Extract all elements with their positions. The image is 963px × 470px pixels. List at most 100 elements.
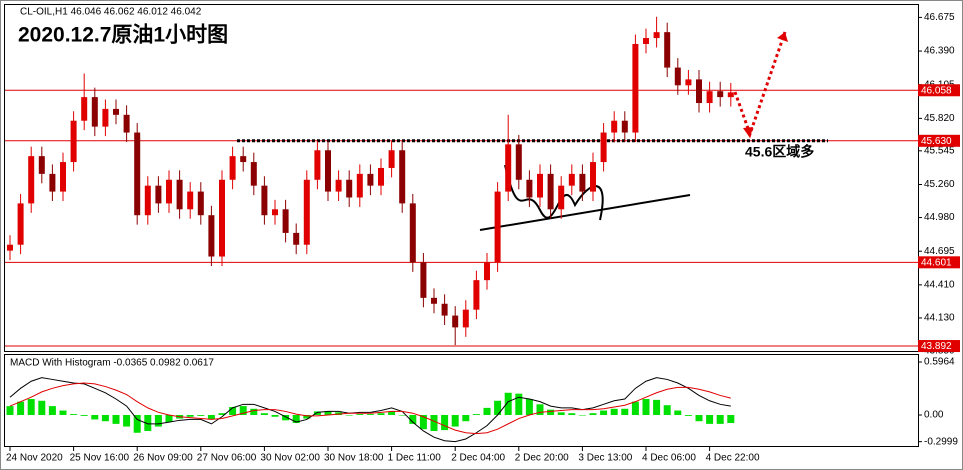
histogram-bar xyxy=(525,398,533,415)
candle-body xyxy=(7,244,13,251)
candle-body xyxy=(388,150,395,168)
histogram-bar xyxy=(419,414,427,430)
candle-body xyxy=(505,144,512,192)
histogram-bar xyxy=(716,414,724,424)
histogram-bar xyxy=(271,414,279,417)
histogram-bar xyxy=(250,408,258,415)
histogram-bar xyxy=(366,414,374,415)
arrow-head xyxy=(777,32,788,42)
x-tick-label: 2 Dec 20:00 xyxy=(515,453,569,464)
arrow-head xyxy=(743,127,753,138)
histogram-bar xyxy=(345,414,353,416)
histogram-bar xyxy=(303,414,311,419)
candle-body xyxy=(28,156,35,204)
histogram-bar xyxy=(218,413,226,415)
price-box-label: 45.630 xyxy=(921,136,952,147)
histogram-bar xyxy=(165,414,173,423)
candle-body xyxy=(537,173,543,198)
histogram-bar xyxy=(6,406,14,415)
candle-body xyxy=(452,315,459,328)
histogram-bar xyxy=(292,414,300,423)
candle-body xyxy=(526,179,533,198)
candle-body xyxy=(653,32,660,39)
candle-body xyxy=(367,173,374,186)
candle-body xyxy=(441,303,448,316)
candle-body xyxy=(431,297,437,304)
candle-body xyxy=(685,79,692,86)
price-box-label: 43.892 xyxy=(921,341,952,352)
y-tick-label: 44.980 xyxy=(924,212,955,223)
histogram-bar xyxy=(282,414,290,421)
candle-body xyxy=(38,156,45,174)
histogram-bar xyxy=(186,414,194,417)
candle-body xyxy=(473,280,480,310)
candle-body xyxy=(568,173,575,186)
candle-body xyxy=(727,92,734,98)
histogram-bar xyxy=(377,413,385,415)
price-box-label: 46.058 xyxy=(921,85,952,96)
price-box xyxy=(918,134,960,147)
candle-body xyxy=(303,179,310,245)
candle-body xyxy=(208,215,215,257)
y-tick-label: 46.390 xyxy=(924,46,955,57)
candle-body xyxy=(261,185,268,216)
histogram-bar xyxy=(229,406,237,415)
candle-body xyxy=(717,91,724,98)
histogram-bar xyxy=(38,400,46,415)
histogram-bar xyxy=(462,414,470,422)
histogram-bar xyxy=(451,414,459,427)
price-box xyxy=(918,84,960,97)
y-tick-label: 44.130 xyxy=(924,313,955,324)
x-tick-label: 3 Dec 13:00 xyxy=(578,453,632,464)
histogram-bar xyxy=(547,409,555,415)
candle-body xyxy=(70,120,77,163)
candle-body xyxy=(240,156,247,163)
histogram-bar xyxy=(356,414,364,415)
macd-line xyxy=(9,377,731,443)
y-tick-label: 0.00 xyxy=(924,410,944,421)
y-tick-label: 44.695 xyxy=(924,246,955,257)
histogram-bar xyxy=(133,414,141,433)
y-tick-label: 0.5964 xyxy=(924,357,955,368)
candle-body xyxy=(81,97,88,121)
candle-body xyxy=(134,132,141,216)
candle-body xyxy=(346,179,353,198)
header: CL-OIL,H1 46.046 46.062 46.012 46.042 xyxy=(20,7,202,18)
candle-body xyxy=(621,120,628,133)
y-tick-label: 46.675 xyxy=(924,12,955,23)
x-tick-label: 30 Nov 18:00 xyxy=(324,453,384,464)
x-tick-label: 27 Nov 06:00 xyxy=(197,453,257,464)
candle-body xyxy=(356,173,363,198)
histogram-bar xyxy=(123,414,131,427)
histogram-bar xyxy=(144,414,152,431)
candle-body xyxy=(272,209,278,216)
candle-body xyxy=(250,162,257,186)
histogram-bar xyxy=(324,411,332,415)
histogram-bar xyxy=(610,408,618,415)
histogram-bar xyxy=(239,406,247,415)
candle-body xyxy=(197,191,204,216)
candle-body xyxy=(378,167,384,186)
candle-body xyxy=(409,203,416,263)
y-tick-label: 45.820 xyxy=(924,113,955,124)
candle-body xyxy=(399,150,406,204)
x-tick-label: 1 Dec 11:00 xyxy=(388,453,442,464)
histogram-bar xyxy=(536,404,544,415)
histogram-bar xyxy=(706,414,714,424)
candle-body xyxy=(102,108,109,127)
histogram-bar xyxy=(441,414,449,431)
candle-body xyxy=(600,132,607,163)
candle-body xyxy=(144,185,151,216)
candle-body xyxy=(462,309,469,328)
histogram-bar xyxy=(388,411,396,415)
histogram-bar xyxy=(313,411,321,415)
candle-body xyxy=(176,179,183,210)
candle-body xyxy=(420,262,427,298)
candle-body xyxy=(515,144,522,180)
histogram-bar xyxy=(112,414,120,424)
candle-body xyxy=(113,108,119,115)
histogram-bar xyxy=(557,412,565,415)
candle-body xyxy=(60,162,66,192)
